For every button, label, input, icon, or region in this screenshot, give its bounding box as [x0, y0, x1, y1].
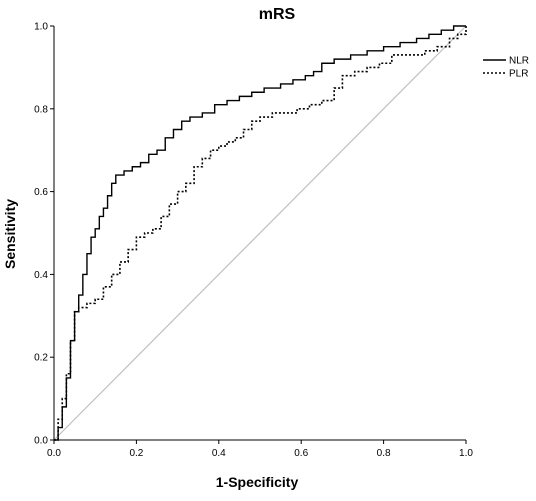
y-tick-label: 0.2 [34, 353, 48, 364]
y-tick-label: 0.0 [34, 436, 48, 447]
x-tick-label: 0.6 [294, 448, 308, 459]
y-tick-label: 1.0 [34, 22, 48, 33]
y-tick-label: 0.8 [34, 104, 48, 115]
legend-label-plr: PLR [509, 69, 528, 80]
x-axis-title: 1-Specificity [216, 474, 299, 490]
axes: 0.0 0.2 0.4 0.6 0.8 1.0 0.0 0.2 0.4 0.6 0.8 1.0 [34, 22, 473, 460]
x-tick-label: 0.2 [129, 448, 143, 459]
reference-diagonal-line [53, 25, 467, 441]
legend: NLR PLR [483, 56, 529, 80]
series-line-nlr [54, 25, 466, 441]
x-tick-label: 1.0 [459, 448, 473, 459]
plot-area [53, 25, 467, 441]
y-tick-label: 0.6 [34, 187, 48, 198]
legend-label-nlr: NLR [509, 56, 529, 67]
x-tick-label: 0.0 [47, 448, 61, 459]
x-tick-label: 0.8 [377, 448, 391, 459]
y-tick-label: 0.4 [34, 270, 48, 281]
y-axis-title: Sensitivity [2, 199, 18, 269]
x-tick-label: 0.4 [212, 448, 226, 459]
series-line-plr [54, 26, 467, 441]
chart-title: mRS [259, 6, 296, 23]
